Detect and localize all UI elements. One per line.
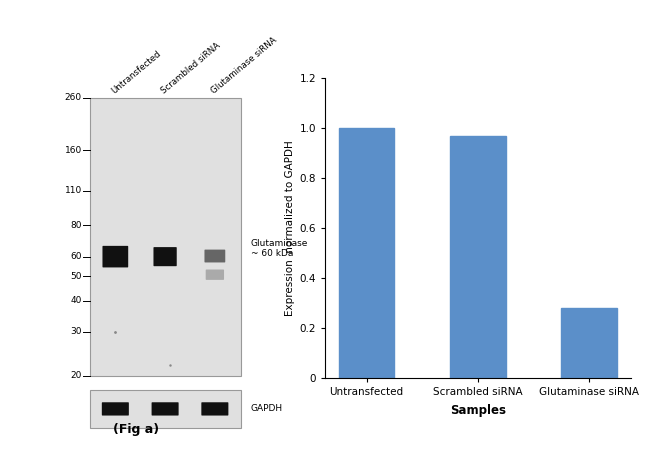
Y-axis label: Expression  normalized to GAPDH: Expression normalized to GAPDH (285, 140, 295, 316)
X-axis label: Samples: Samples (450, 404, 506, 417)
Text: Untransfected: Untransfected (110, 49, 162, 95)
Bar (339, 128, 395, 378)
Text: 160: 160 (64, 146, 82, 155)
FancyBboxPatch shape (205, 249, 226, 262)
Text: 40: 40 (71, 296, 82, 305)
Bar (90, 390, 240, 428)
Text: (Fig a): (Fig a) (114, 423, 159, 436)
Text: Glutaminase
~ 60 kDa: Glutaminase ~ 60 kDa (251, 239, 308, 258)
FancyBboxPatch shape (205, 270, 224, 280)
Text: 110: 110 (64, 186, 82, 195)
Text: GAPDH: GAPDH (251, 404, 283, 414)
FancyBboxPatch shape (102, 402, 129, 415)
Text: 20: 20 (71, 371, 82, 380)
Text: Scrambled siRNA: Scrambled siRNA (159, 41, 222, 95)
Text: Glutaminase siRNA: Glutaminase siRNA (209, 35, 278, 95)
Text: 260: 260 (65, 93, 82, 102)
Bar (450, 136, 506, 378)
Bar (90, 98, 240, 376)
Text: 80: 80 (70, 221, 82, 230)
Text: 50: 50 (70, 272, 82, 281)
FancyBboxPatch shape (103, 246, 128, 267)
Text: 60: 60 (70, 252, 82, 261)
Text: 30: 30 (70, 327, 82, 336)
FancyBboxPatch shape (151, 402, 179, 415)
FancyBboxPatch shape (153, 247, 177, 266)
Bar (561, 308, 617, 378)
FancyBboxPatch shape (202, 402, 228, 415)
